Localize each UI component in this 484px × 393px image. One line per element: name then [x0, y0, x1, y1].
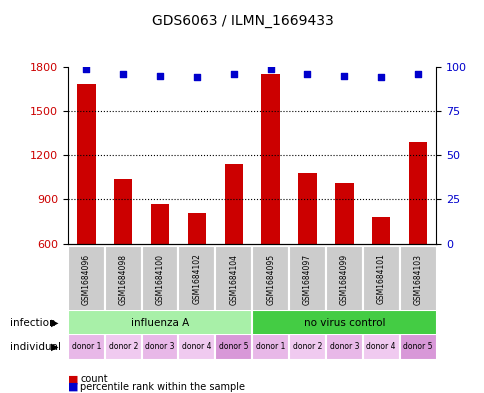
FancyBboxPatch shape	[399, 246, 436, 312]
Text: no virus control: no virus control	[303, 318, 384, 328]
Text: GSM1684097: GSM1684097	[302, 253, 311, 305]
Bar	[77, 84, 95, 244]
Text: GDS6063 / ILMN_1669433: GDS6063 / ILMN_1669433	[151, 14, 333, 28]
Text: GSM1684101: GSM1684101	[376, 253, 385, 305]
Text: count: count	[80, 374, 107, 384]
FancyBboxPatch shape	[68, 334, 105, 360]
FancyBboxPatch shape	[362, 334, 399, 360]
FancyBboxPatch shape	[252, 334, 288, 360]
Bar	[261, 74, 279, 244]
Point	[82, 65, 90, 72]
Text: donor 3: donor 3	[329, 342, 358, 351]
FancyBboxPatch shape	[288, 334, 325, 360]
Text: GSM1684102: GSM1684102	[192, 253, 201, 305]
FancyBboxPatch shape	[325, 334, 362, 360]
FancyBboxPatch shape	[68, 246, 105, 312]
Text: infection: infection	[10, 318, 55, 328]
Text: donor 1: donor 1	[72, 342, 101, 351]
Text: GSM1684098: GSM1684098	[119, 253, 127, 305]
FancyBboxPatch shape	[178, 246, 215, 312]
Text: donor 3: donor 3	[145, 342, 174, 351]
Point	[229, 71, 237, 77]
Text: donor 5: donor 5	[403, 342, 432, 351]
FancyBboxPatch shape	[325, 246, 362, 312]
Text: donor 2: donor 2	[292, 342, 321, 351]
Text: ■: ■	[68, 374, 78, 384]
Point	[119, 71, 127, 77]
FancyBboxPatch shape	[141, 334, 178, 360]
Bar	[334, 183, 353, 244]
Text: GSM1684104: GSM1684104	[229, 253, 238, 305]
Point	[303, 71, 311, 77]
FancyBboxPatch shape	[141, 246, 178, 312]
Text: individual: individual	[10, 342, 60, 352]
Text: percentile rank within the sample: percentile rank within the sample	[80, 382, 244, 392]
Bar	[151, 204, 169, 244]
FancyBboxPatch shape	[215, 246, 252, 312]
Text: donor 2: donor 2	[108, 342, 137, 351]
Text: ■: ■	[68, 382, 78, 392]
Text: GSM1684099: GSM1684099	[339, 253, 348, 305]
FancyBboxPatch shape	[68, 310, 252, 336]
Text: donor 1: donor 1	[256, 342, 285, 351]
Text: influenza A: influenza A	[131, 318, 189, 328]
Point	[266, 65, 274, 72]
Text: GSM1684103: GSM1684103	[413, 253, 422, 305]
Text: ▶: ▶	[51, 318, 58, 328]
FancyBboxPatch shape	[288, 246, 325, 312]
Bar	[371, 217, 390, 244]
Point	[340, 72, 348, 79]
FancyBboxPatch shape	[399, 334, 436, 360]
Text: ▶: ▶	[51, 342, 58, 352]
Bar	[408, 142, 426, 244]
Bar	[224, 164, 242, 244]
FancyBboxPatch shape	[215, 334, 252, 360]
Point	[377, 74, 384, 81]
Text: donor 4: donor 4	[182, 342, 211, 351]
Point	[156, 72, 164, 79]
Text: donor 4: donor 4	[366, 342, 395, 351]
FancyBboxPatch shape	[252, 246, 288, 312]
FancyBboxPatch shape	[362, 246, 399, 312]
FancyBboxPatch shape	[105, 334, 141, 360]
FancyBboxPatch shape	[252, 310, 436, 336]
FancyBboxPatch shape	[178, 334, 215, 360]
FancyBboxPatch shape	[105, 246, 141, 312]
Text: GSM1684100: GSM1684100	[155, 253, 164, 305]
Bar	[298, 173, 316, 244]
Point	[193, 74, 200, 81]
Bar	[187, 213, 206, 244]
Text: donor 5: donor 5	[219, 342, 248, 351]
Point	[413, 71, 421, 77]
Text: GSM1684096: GSM1684096	[82, 253, 91, 305]
Bar	[114, 179, 132, 244]
Text: GSM1684095: GSM1684095	[266, 253, 274, 305]
